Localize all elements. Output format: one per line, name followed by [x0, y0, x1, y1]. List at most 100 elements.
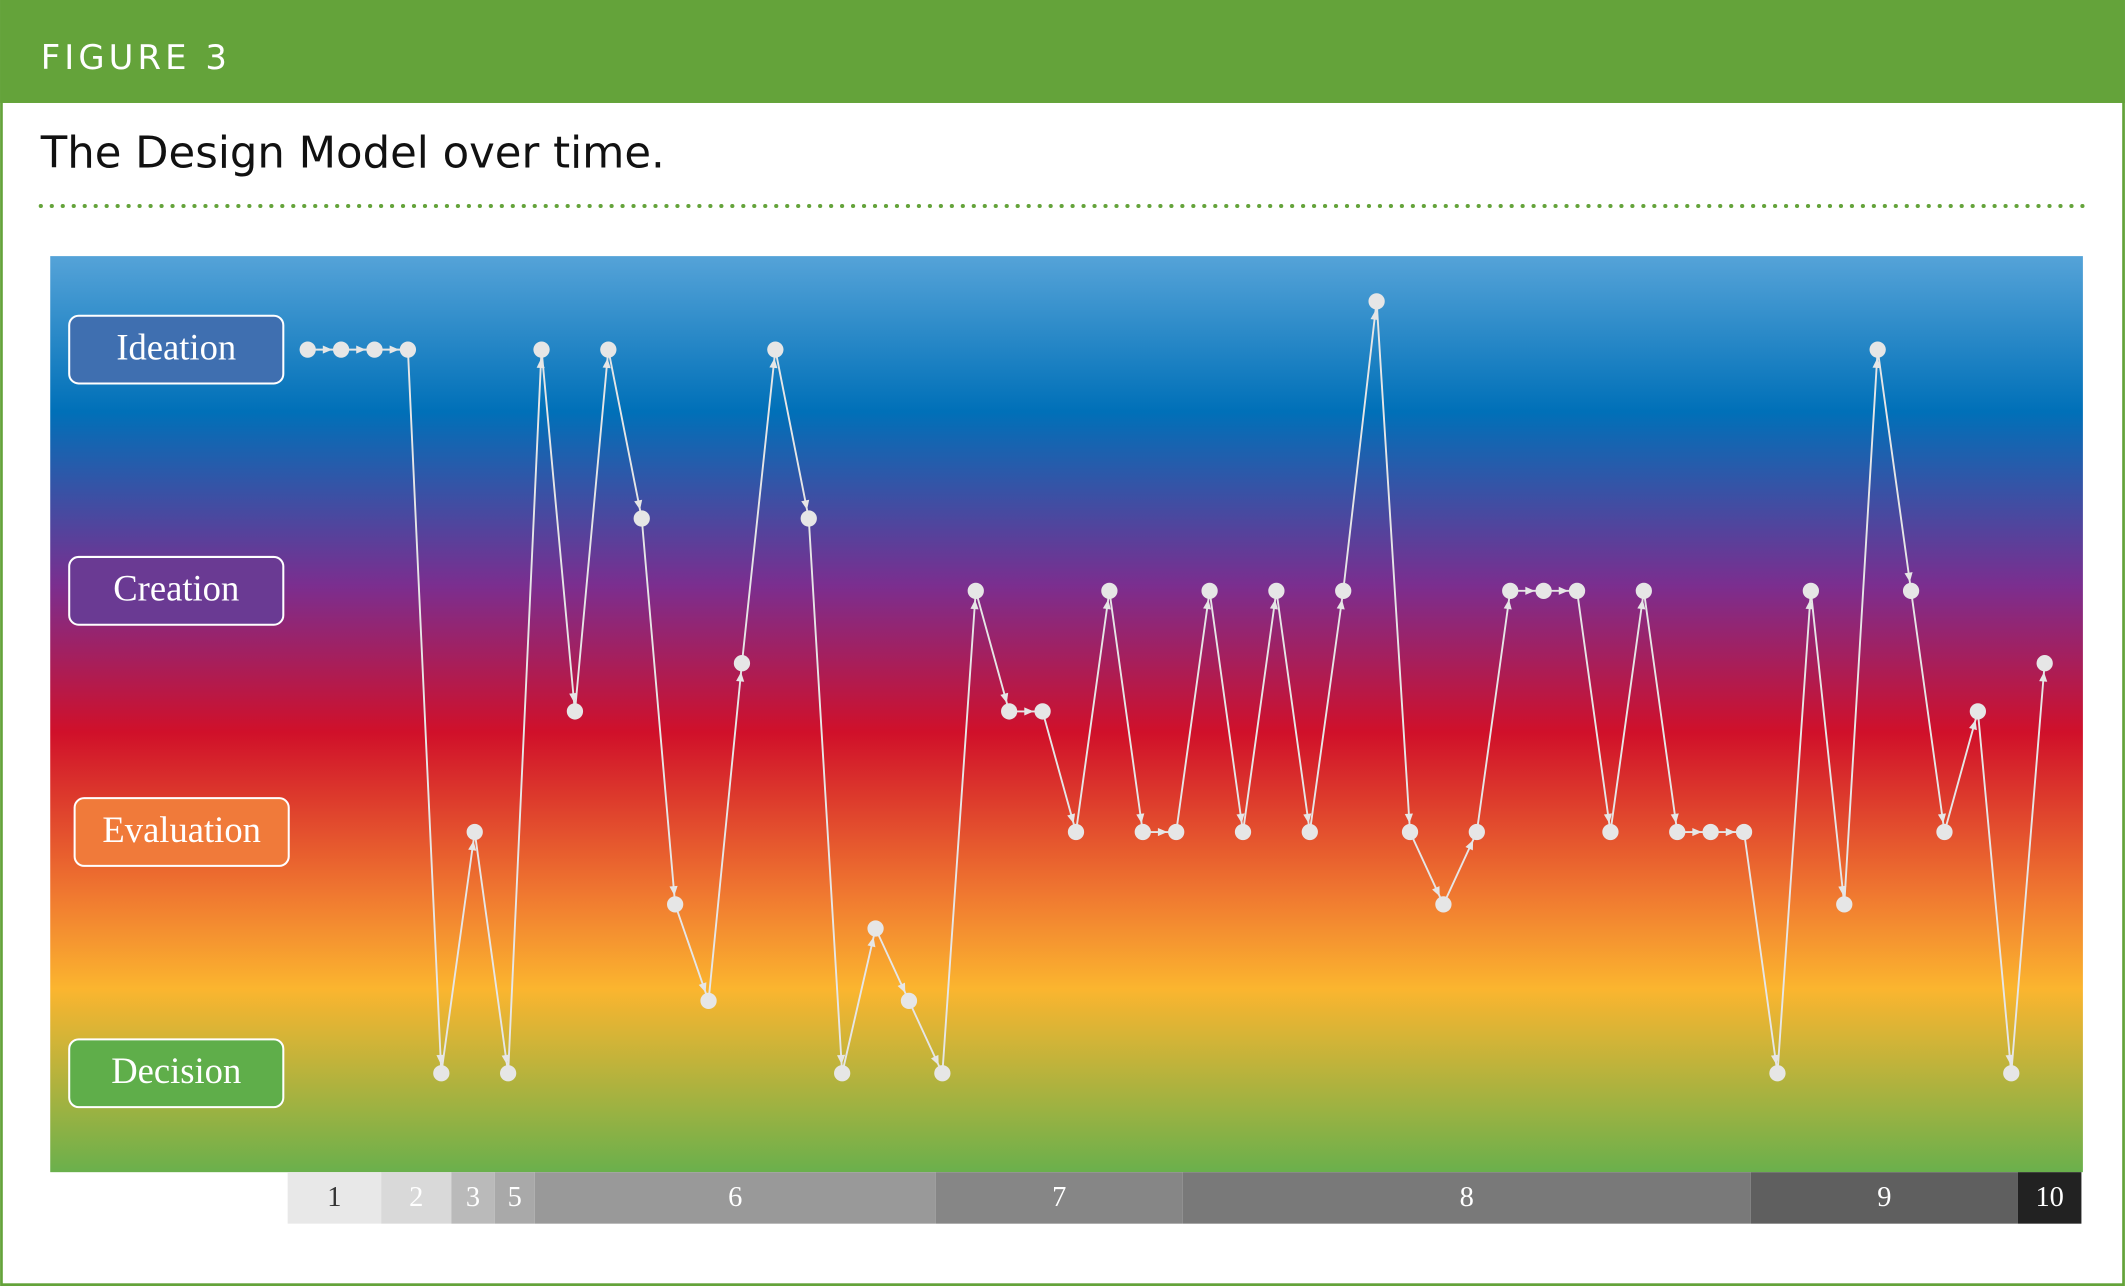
arrowhead: [322, 345, 333, 354]
point: [1335, 582, 1352, 599]
phase: [381, 1172, 452, 1224]
point: [1669, 823, 1686, 841]
phase-label: 3: [466, 1182, 480, 1213]
arrowhead: [769, 358, 778, 369]
arrowhead: [1603, 813, 1612, 824]
point: [1635, 582, 1652, 599]
arrowhead: [536, 358, 545, 369]
arrowhead: [1303, 813, 1312, 824]
arrowhead: [1525, 586, 1535, 595]
point: [1836, 896, 1853, 913]
arrowhead: [1203, 599, 1212, 610]
arrowhead: [1670, 813, 1679, 824]
point: [1902, 582, 1920, 599]
point: [1368, 293, 1385, 310]
point: [433, 1065, 450, 1082]
point: [299, 341, 316, 358]
arrowhead: [1067, 813, 1076, 824]
arrowhead: [468, 840, 477, 851]
phase: [494, 1172, 535, 1224]
arrowhead: [867, 937, 876, 948]
arrowhead: [1000, 692, 1009, 703]
arrowhead: [1637, 599, 1646, 610]
point: [499, 1065, 517, 1082]
arrowhead: [1969, 719, 1977, 731]
arrowhead: [897, 982, 906, 993]
level-box: [68, 314, 285, 385]
point: [1067, 823, 1085, 841]
phase-label: 9: [1877, 1182, 1891, 1213]
arrowhead: [1692, 827, 1702, 837]
plot-background: [50, 256, 2083, 1173]
point: [1869, 341, 1886, 358]
point: [533, 341, 550, 358]
point: [1101, 582, 1118, 599]
point: [1001, 703, 1018, 720]
plot: Decision Evaluation Creation Ideation 1 2 3 5 6 7…: [68, 293, 2082, 1224]
point: [1969, 703, 1987, 720]
point: [466, 823, 483, 841]
chart-title: The Design Model over time.: [40, 128, 665, 178]
point: [1134, 823, 1151, 841]
point: [934, 1065, 951, 1082]
point: [332, 341, 350, 358]
arrowhead: [1503, 599, 1512, 610]
arrowhead: [1136, 813, 1145, 824]
arrowhead: [634, 499, 643, 510]
arrowhead: [1465, 840, 1474, 851]
arrowhead: [1770, 1054, 1779, 1065]
phase: [534, 1172, 936, 1224]
arrowhead: [2005, 1054, 2014, 1065]
point: [2003, 1065, 2020, 1082]
point: [1602, 823, 1619, 841]
point: [399, 341, 417, 358]
arrowhead: [1937, 813, 1946, 824]
arrowhead: [356, 345, 366, 354]
header-bar: [0, 0, 2125, 103]
arrowhead: [436, 1054, 445, 1065]
arrowhead: [1370, 310, 1379, 321]
arrowhead: [970, 599, 979, 610]
arrowhead: [389, 345, 400, 354]
point: [1234, 823, 1252, 841]
point: [767, 341, 784, 358]
point: [1034, 703, 1051, 720]
figure-label: FIGURE 3: [41, 38, 231, 77]
arrowhead: [1805, 599, 1814, 610]
arrowhead: [1404, 813, 1413, 824]
point: [600, 341, 617, 358]
point: [1702, 823, 1719, 841]
arrowhead: [801, 499, 810, 510]
point: [1802, 582, 1819, 599]
phase: [1182, 1172, 1751, 1224]
point: [1769, 1065, 1786, 1082]
point: [1468, 823, 1485, 841]
arrowhead: [698, 982, 707, 993]
point: [1936, 823, 1953, 841]
y-tick-label: Ideation: [116, 326, 236, 367]
arrowhead: [1024, 707, 1034, 716]
level-box: [68, 1038, 285, 1109]
phase: [935, 1172, 1183, 1224]
point: [633, 510, 650, 527]
arrowhead: [1872, 358, 1881, 369]
point: [700, 992, 717, 1010]
phase: [1750, 1172, 2018, 1224]
point: [800, 510, 817, 527]
point: [1502, 582, 1519, 599]
phase: [451, 1172, 495, 1224]
phase-label: 10: [2035, 1182, 2063, 1213]
point: [1535, 582, 1552, 599]
phase: [2017, 1172, 2082, 1224]
arrowhead: [837, 1054, 846, 1065]
y-tick-label: Creation: [113, 568, 239, 609]
y-tick-label: Decision: [111, 1050, 241, 1091]
y-tick-label: Evaluation: [102, 809, 260, 850]
arrowhead: [501, 1054, 510, 1065]
point: [1201, 582, 1218, 599]
point: [667, 896, 684, 913]
arrowhead: [1102, 599, 1111, 610]
arrowhead: [1269, 599, 1278, 610]
arrowhead: [569, 692, 578, 703]
